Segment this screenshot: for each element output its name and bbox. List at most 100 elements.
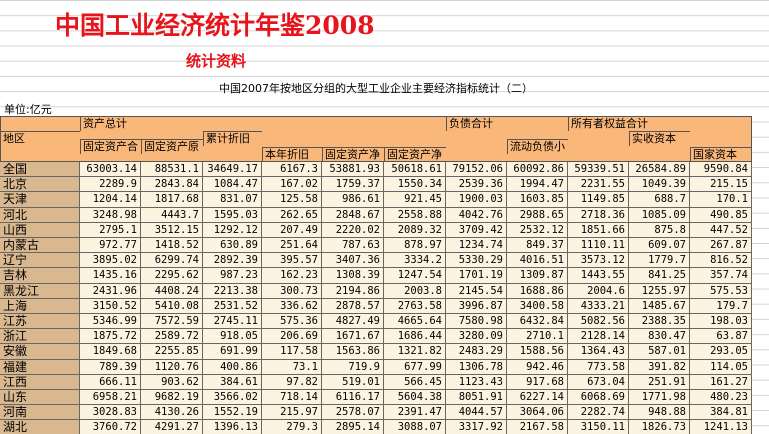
value-cell: 830.47 (629, 329, 690, 345)
value-cell: 1771.98 (629, 390, 690, 406)
value-cell: 79152.06 (446, 162, 507, 178)
region-cell: 河南 (0, 405, 80, 421)
value-cell: 2848.67 (322, 207, 384, 223)
value-cell: 59339.51 (568, 162, 629, 178)
value-cell: 179.7 (690, 298, 752, 314)
value-cell: 395.57 (262, 253, 322, 269)
value-cell: 3760.72 (80, 420, 141, 434)
value-cell: 2892.39 (203, 253, 262, 269)
value-cell: 1049.39 (629, 177, 690, 193)
unit: 单位:亿元 (4, 103, 52, 116)
value-cell: 1817.68 (141, 192, 203, 208)
value-cell: 1603.85 (507, 192, 568, 208)
column-header: 实收资本 (629, 131, 690, 146)
value-cell: 1851.66 (568, 222, 629, 238)
column-header: 资产总计 (80, 116, 141, 131)
column-header: 固定资产净 (322, 147, 384, 162)
value-cell: 1364.43 (568, 344, 629, 360)
value-cell: 2167.58 (507, 420, 568, 434)
value-cell: 6299.74 (141, 253, 203, 269)
column-header: 固定资产合 (80, 139, 141, 154)
value-cell: 921.45 (384, 192, 446, 208)
region-cell: 江苏 (0, 314, 80, 330)
value-cell: 2295.62 (141, 268, 203, 284)
value-cell: 2289.9 (80, 177, 141, 193)
value-cell: 384.61 (203, 374, 262, 390)
value-cell: 789.39 (80, 359, 141, 375)
value-cell: 2745.11 (203, 314, 262, 330)
column-header: 国家资本 (690, 147, 752, 162)
value-cell: 53881.93 (322, 162, 384, 178)
value-cell: 7572.59 (141, 314, 203, 330)
value-cell: 117.58 (262, 344, 322, 360)
region-cell: 河北 (0, 207, 80, 223)
value-cell: 50618.61 (384, 162, 446, 178)
value-cell: 5346.99 (80, 314, 141, 330)
value-cell: 4042.76 (446, 207, 507, 223)
value-cell: 9590.84 (690, 162, 752, 178)
region-cell: 福建 (0, 359, 80, 375)
value-cell: 2988.65 (507, 207, 568, 223)
value-cell: 300.73 (262, 283, 322, 299)
value-cell: 1149.85 (568, 192, 629, 208)
value-cell: 1084.47 (203, 177, 262, 193)
value-cell: 2531.52 (203, 298, 262, 314)
value-cell: 2391.47 (384, 405, 446, 421)
value-cell: 336.62 (262, 298, 322, 314)
value-cell: 215.15 (690, 177, 752, 193)
value-cell: 1321.82 (384, 344, 446, 360)
region-cell: 北京 (0, 177, 80, 193)
value-cell: 198.03 (690, 314, 752, 330)
value-cell: 4130.26 (141, 405, 203, 421)
value-cell: 2589.72 (141, 329, 203, 345)
region-cell: 内蒙古 (0, 238, 80, 254)
value-cell: 1759.37 (322, 177, 384, 193)
region-cell: 吉林 (0, 268, 80, 284)
value-cell: 1875.72 (80, 329, 141, 345)
value-cell: 787.63 (322, 238, 384, 254)
value-cell: 1701.19 (446, 268, 507, 284)
region-cell: 上海 (0, 298, 80, 314)
value-cell: 384.81 (690, 405, 752, 421)
value-cell: 5082.56 (568, 314, 629, 330)
value-cell: 6432.84 (507, 314, 568, 330)
value-cell: 986.61 (322, 192, 384, 208)
value-cell: 293.05 (690, 344, 752, 360)
value-cell: 1671.67 (322, 329, 384, 345)
value-cell: 3709.42 (446, 222, 507, 238)
value-cell: 4016.51 (507, 253, 568, 269)
value-cell: 2895.14 (322, 420, 384, 434)
value-cell: 2539.36 (446, 177, 507, 193)
region-cell: 山西 (0, 222, 80, 238)
value-cell: 2532.12 (507, 222, 568, 238)
value-cell: 3334.2 (384, 253, 446, 269)
value-cell: 831.07 (203, 192, 262, 208)
value-cell: 1292.12 (203, 222, 262, 238)
value-cell: 666.11 (80, 374, 141, 390)
region-cell: 湖北 (0, 420, 80, 434)
value-cell: 3280.09 (446, 329, 507, 345)
column-header: 流动负债小 (507, 139, 568, 154)
value-cell: 88531.1 (141, 162, 203, 178)
value-cell: 2763.58 (384, 298, 446, 314)
value-cell: 1588.56 (507, 344, 568, 360)
region-cell: 全国 (0, 162, 80, 178)
value-cell: 2558.88 (384, 207, 446, 223)
value-cell: 3064.06 (507, 405, 568, 421)
value-cell: 673.04 (568, 374, 629, 390)
region-cell: 浙江 (0, 329, 80, 345)
value-cell: 1443.55 (568, 268, 629, 284)
column-header: 累计折旧 (203, 131, 262, 146)
value-cell: 718.14 (262, 390, 322, 406)
value-cell: 2255.85 (141, 344, 203, 360)
value-cell: 1110.11 (568, 238, 629, 254)
value-cell: 816.52 (690, 253, 752, 269)
value-cell: 4408.24 (141, 283, 203, 299)
region-cell: 辽宁 (0, 253, 80, 269)
value-cell: 2388.35 (629, 314, 690, 330)
value-cell: 609.07 (629, 238, 690, 254)
value-cell: 2878.57 (322, 298, 384, 314)
value-cell: 490.85 (690, 207, 752, 223)
value-cell: 719.9 (322, 359, 384, 375)
